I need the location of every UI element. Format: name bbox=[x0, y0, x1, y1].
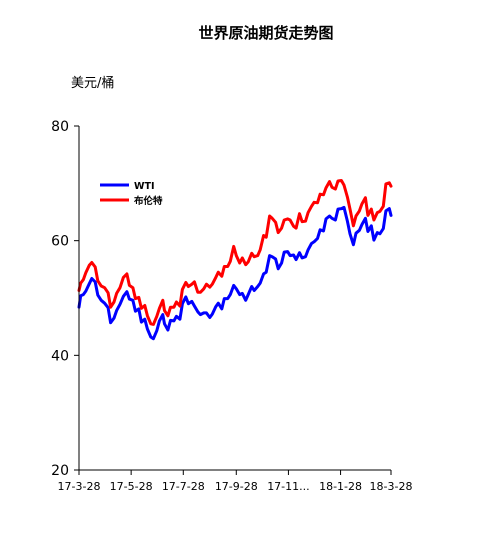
legend-label: 布伦特 bbox=[133, 195, 163, 207]
y-tick-label: 60 bbox=[51, 234, 69, 250]
y-tick-label: 40 bbox=[51, 348, 69, 364]
x-tick-label: 17-11... bbox=[267, 480, 309, 493]
x-tick-label: 17-7-28 bbox=[162, 480, 205, 493]
y-tick-label: 80 bbox=[51, 119, 69, 135]
x-tick-label: 17-3-28 bbox=[58, 480, 101, 493]
x-tick-label: 17-5-28 bbox=[110, 480, 153, 493]
y-tick-label: 20 bbox=[51, 463, 69, 479]
axes-layer: 20 40 60 80 17-3-28 17-5-28 17-7-28 17-9-28 17-1… bbox=[51, 119, 412, 493]
chart-title: 世界原油期货走势图 bbox=[198, 24, 333, 42]
x-tick-label: 18-1-28 bbox=[319, 480, 362, 493]
legend: WTI 布伦特 bbox=[100, 181, 163, 207]
series-line-brent bbox=[77, 179, 393, 326]
series-layer bbox=[77, 179, 393, 341]
x-tick-label: 17-9-28 bbox=[215, 480, 258, 493]
series-line-wti bbox=[77, 205, 393, 341]
y-axis-label: 美元/桶 bbox=[71, 76, 114, 91]
x-tick-label: 18-3-28 bbox=[370, 480, 413, 493]
legend-label: WTI bbox=[134, 181, 155, 192]
